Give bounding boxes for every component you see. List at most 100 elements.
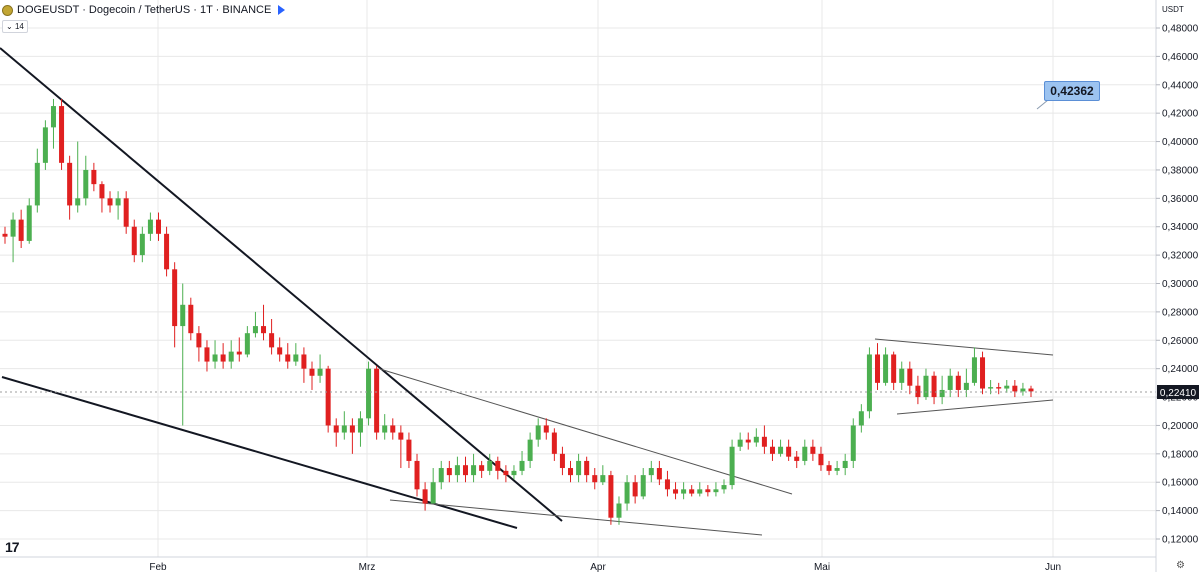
candle: [600, 465, 606, 486]
candle-body: [59, 106, 65, 163]
candle-body: [462, 465, 468, 476]
price-tick-label: 0,36000: [1162, 194, 1199, 205]
candle-body: [608, 475, 614, 518]
candle: [866, 347, 872, 419]
flag-icon[interactable]: [278, 5, 286, 15]
candle-body: [899, 368, 905, 383]
candle: [761, 425, 767, 454]
candle-body: [139, 233, 145, 256]
candle-body: [414, 460, 420, 490]
candle-body: [616, 503, 622, 518]
candle: [462, 456, 468, 483]
candle-body: [252, 326, 258, 334]
candle: [390, 418, 396, 440]
candle-body: [487, 460, 493, 471]
candle: [737, 432, 743, 451]
time-tick-label: Jun: [1045, 562, 1061, 572]
candle: [559, 446, 565, 476]
candle-body: [1028, 388, 1034, 392]
symbol-header[interactable]: DOGEUSDT · Dogecoin / TetherUS · 1T · BI…: [2, 4, 286, 16]
candle-body: [406, 439, 412, 461]
candle-body: [681, 489, 687, 494]
candle: [50, 98, 56, 149]
time-tick-label: Mrz: [359, 562, 376, 572]
candle-body: [301, 354, 307, 369]
wedge-lower-line: [389, 499, 763, 536]
candle-body: [471, 465, 477, 476]
time-tick-label: Apr: [590, 562, 606, 572]
candle-body: [34, 162, 40, 206]
candle-body: [769, 446, 775, 454]
candle-body: [874, 354, 881, 383]
candle: [107, 191, 113, 213]
indicator-badge[interactable]: ⌄ 14: [2, 20, 28, 33]
candle-body: [664, 479, 670, 490]
candle: [1028, 385, 1034, 398]
candle: [406, 432, 412, 469]
candle-body: [996, 387, 1002, 389]
candle: [794, 450, 800, 469]
candle: [471, 453, 477, 483]
candle-body: [325, 368, 331, 426]
candle: [147, 212, 153, 241]
candle: [753, 428, 759, 447]
candle-body: [826, 465, 832, 471]
dogecoin-logo-icon: [2, 4, 13, 16]
candle: [729, 439, 735, 490]
time-axis[interactable]: Feb Mrz Apr Mai Jun: [149, 562, 1061, 572]
candle: [180, 283, 186, 426]
candle: [366, 361, 372, 426]
price-tick-label: 0,34000: [1162, 222, 1199, 233]
candle: [980, 351, 986, 395]
candle: [164, 226, 170, 277]
candle: [430, 468, 436, 504]
candle: [301, 347, 307, 383]
candle: [834, 460, 840, 476]
candle-body: [430, 482, 436, 504]
candle: [842, 453, 848, 476]
gear-icon[interactable]: ⚙: [1176, 560, 1185, 571]
candle-body: [454, 465, 460, 476]
price-callout[interactable]: 0,42362: [1044, 81, 1100, 101]
price-tick-label: 0,44000: [1162, 80, 1199, 91]
price-tick-label: 0,38000: [1162, 165, 1199, 176]
candle-body: [745, 439, 751, 443]
candle-body: [955, 375, 961, 390]
candle-body: [131, 226, 137, 256]
candle-body: [75, 198, 81, 206]
candle-body: [349, 425, 355, 433]
candle-body: [495, 460, 501, 471]
candle-body: [83, 169, 89, 199]
candle-body: [67, 162, 73, 206]
last-price-label: 0,22410: [1160, 388, 1197, 399]
candle: [115, 191, 121, 220]
price-axis[interactable]: 0,48000 0,46000 0,44000 0,42000 0,40000 0,380…: [1156, 24, 1199, 546]
candle-body: [155, 219, 162, 234]
candle-body: [794, 456, 800, 461]
candle-body: [656, 468, 662, 480]
trendline-drawings: [0, 47, 1054, 536]
candle: [18, 209, 24, 249]
candle: [519, 450, 525, 476]
candle: [99, 181, 105, 213]
candle: [818, 446, 824, 471]
candle-body: [551, 432, 557, 454]
candle: [568, 460, 574, 483]
candle: [745, 432, 751, 450]
candle: [826, 460, 832, 476]
tradingview-logo-icon[interactable]: 17: [5, 539, 20, 555]
candle-body: [285, 354, 291, 362]
candle: [317, 354, 323, 383]
candle: [624, 475, 630, 511]
candle: [923, 368, 929, 400]
candle-body: [947, 375, 953, 390]
candle-body: [576, 460, 582, 476]
candle: [786, 439, 792, 461]
candle: [495, 456, 501, 480]
candle: [293, 343, 299, 366]
candle-body: [26, 205, 32, 241]
candle: [713, 482, 719, 497]
candle: [503, 465, 509, 483]
candle: [769, 439, 775, 461]
